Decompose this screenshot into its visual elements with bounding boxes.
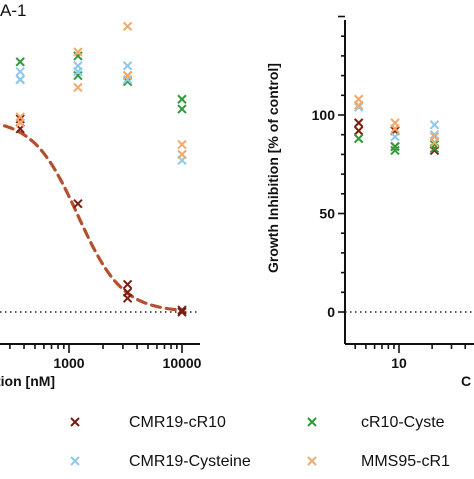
left-panel-data-point-stroke xyxy=(177,149,187,160)
legend-marker-stroke xyxy=(307,456,317,466)
right-panel-y-tick-label: 100 xyxy=(312,107,336,123)
left-panel-data-point-stroke xyxy=(177,104,187,114)
right-panel-data-point-stroke xyxy=(353,100,364,110)
left-panel-title: A-1 xyxy=(0,1,26,20)
right-panel-data-point xyxy=(429,137,440,148)
right-panel-data-point-stroke xyxy=(353,126,364,136)
left-x-axis-label: tion [nM] xyxy=(0,373,55,389)
legend-marker xyxy=(70,456,80,466)
left-panel-data-point-stroke xyxy=(15,118,25,128)
right-panel-data-point xyxy=(353,100,364,110)
right-panel-data-point-stroke xyxy=(429,129,440,140)
left-panel-data-point-stroke xyxy=(73,198,83,209)
left-panel-data-point-stroke xyxy=(177,305,187,315)
right-panel-y-tick-label: 50 xyxy=(319,206,335,222)
left-panel-data-point xyxy=(177,104,187,114)
left-panel-x-tick-label: 10000 xyxy=(163,355,202,371)
right-panel-data-point-stroke xyxy=(390,145,400,156)
left-panel-data-point-stroke xyxy=(122,70,133,81)
legend-marker xyxy=(70,417,80,427)
chart-marks: 1000 10000 0 50 100 10 xyxy=(0,15,474,371)
left-panel-data-point xyxy=(15,57,25,67)
left-panel-data-point xyxy=(73,47,83,57)
left-panel-data-point xyxy=(73,198,83,209)
left-panel-data-point xyxy=(73,66,83,77)
left-panel-data-point-stroke xyxy=(177,94,187,104)
right-panel-data-point xyxy=(429,120,440,130)
left-panel-data-point-stroke xyxy=(122,21,133,32)
left-panel-data-point xyxy=(122,293,133,303)
right-panel-data-point-stroke xyxy=(390,131,400,142)
right-panel-data-point xyxy=(353,126,364,136)
left-panel-data-point xyxy=(177,305,187,315)
left-panel-data-point xyxy=(122,279,133,290)
right-panel-data-point-stroke xyxy=(353,133,364,144)
left-panel-data-point xyxy=(122,61,133,71)
right-panel-data-point-stroke xyxy=(429,137,440,148)
legend-marker-stroke xyxy=(70,417,80,427)
left-panel-data-point xyxy=(15,118,25,128)
right-y-axis-label: Growth Inhibition [% of control] xyxy=(265,63,281,273)
left-panel-data-point-stroke xyxy=(15,66,25,77)
left-panel-data-point-stroke xyxy=(177,307,187,317)
right-panel-data-point-stroke xyxy=(353,118,364,128)
left-panel-data-point xyxy=(15,74,25,85)
left-panel-fit-curve xyxy=(0,123,182,312)
legend-marker xyxy=(307,417,317,427)
legend-label: cR10-Cyste xyxy=(361,414,445,431)
left-panel-data-point xyxy=(73,82,83,93)
legend-marker xyxy=(307,456,317,466)
right-panel-y-tick-label: 0 xyxy=(327,304,335,320)
right-panel-data-point xyxy=(390,124,400,134)
left-panel-data-point xyxy=(177,149,187,160)
left-panel-data-point xyxy=(177,307,187,317)
right-panel-x-tick-label: 10 xyxy=(391,355,407,371)
left-panel-data-point-stroke xyxy=(15,57,25,67)
right-panel-data-point xyxy=(429,129,440,140)
legend-label: CMR19-cR10 xyxy=(129,414,226,431)
right-panel-data-point xyxy=(390,131,400,142)
left-panel-data-point xyxy=(177,139,187,150)
legend-marker-stroke xyxy=(307,417,317,427)
left-panel-data-point-stroke xyxy=(122,61,133,71)
legend-label: MMS95-cR1 xyxy=(361,453,450,470)
right-panel-data-point-stroke xyxy=(429,120,440,130)
left-panel-data-point-stroke xyxy=(73,82,83,93)
legend: CMR19-cR10 cR10-Cyste CMR19-Cysteine MMS95-… xyxy=(70,414,450,470)
right-panel-data-point xyxy=(353,102,364,112)
left-panel-data-point-stroke xyxy=(122,279,133,290)
left-panel-data-point xyxy=(122,70,133,81)
left-panel-data-point xyxy=(15,66,25,77)
right-x-axis-label: C xyxy=(461,373,471,389)
left-panel-data-point xyxy=(122,21,133,32)
right-panel-data-point xyxy=(353,133,364,144)
left-panel-data-point-stroke xyxy=(177,139,187,150)
left-panel-data-point-stroke xyxy=(15,74,25,85)
right-panel-data-point xyxy=(390,145,400,156)
right-panel-data-point-stroke xyxy=(353,102,364,112)
left-panel-data-point-stroke xyxy=(73,66,83,77)
right-panel-data-point xyxy=(353,118,364,128)
left-panel-data-point-stroke xyxy=(73,47,83,57)
legend-label: CMR19-Cysteine xyxy=(129,453,251,470)
left-panel-x-tick-label: 1000 xyxy=(53,355,84,371)
left-panel-data-point xyxy=(177,94,187,104)
left-panel-data-point-stroke xyxy=(122,293,133,303)
legend-marker-stroke xyxy=(70,456,80,466)
right-panel-data-point-stroke xyxy=(390,124,400,134)
